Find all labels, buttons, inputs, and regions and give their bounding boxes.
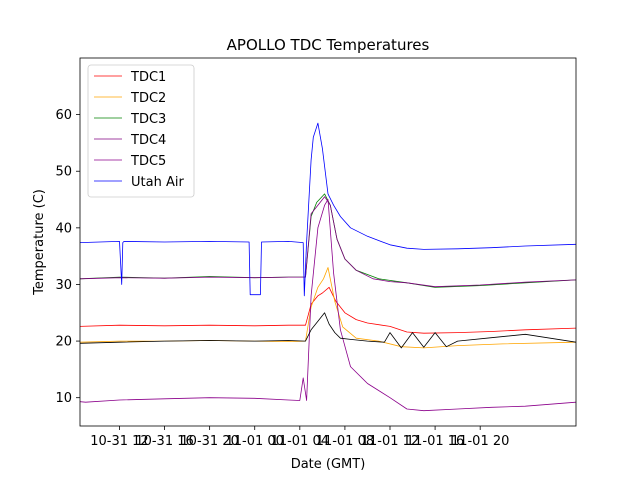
legend-label: TDC5	[130, 154, 166, 169]
x-tick-label: 10-31 16	[135, 434, 193, 449]
series-line-utah-air	[80, 122, 576, 297]
y-axis: 10 20 30 40 50 60	[55, 108, 80, 406]
series-line-tdc5	[80, 199, 576, 412]
x-tick-label: 11-01 12	[361, 434, 419, 449]
series-line-tdc4	[80, 196, 576, 288]
legend-label: TDC2	[130, 91, 166, 106]
y-axis-label: Temperature (C)	[32, 189, 47, 296]
x-tick-label: 11-01 08	[316, 434, 374, 449]
y-tick-label: 30	[55, 278, 72, 293]
y-tick-label: 20	[55, 335, 72, 350]
x-axis-label: Date (GMT)	[291, 457, 366, 472]
legend-label: TDC3	[130, 112, 166, 127]
x-tick-label: 10-31 12	[90, 434, 148, 449]
chart-title: APOLLO TDC Temperatures	[227, 36, 430, 54]
legend-label: TDC1	[130, 70, 166, 85]
legend-box	[87, 64, 195, 198]
series-layer	[80, 122, 576, 412]
series-group	[80, 122, 576, 412]
y-tick-label: 10	[55, 391, 72, 406]
x-tick-label: 11-01 00	[226, 434, 284, 449]
y-tick-label: 50	[55, 165, 72, 180]
plot-area	[79, 57, 577, 427]
legend: TDC1 TDC2 TDC3 TDC4 TDC5 Utah Air	[87, 64, 195, 198]
legend-label: Utah Air	[131, 175, 184, 190]
x-tick-label: 11-01 16	[406, 434, 464, 449]
y-tick-label: 60	[55, 108, 72, 123]
axes-frame	[79, 57, 577, 427]
series-line-unlabeled-6	[80, 312, 576, 349]
x-tick-label: 11-01 04	[271, 434, 329, 449]
series-line-tdc3	[80, 193, 576, 288]
x-tick-label: 11-01 20	[451, 434, 509, 449]
y-tick-label: 40	[55, 221, 72, 236]
x-tick-label: 10-31 20	[180, 434, 238, 449]
series-line-tdc1	[80, 286, 576, 334]
legend-label: TDC4	[130, 133, 166, 148]
